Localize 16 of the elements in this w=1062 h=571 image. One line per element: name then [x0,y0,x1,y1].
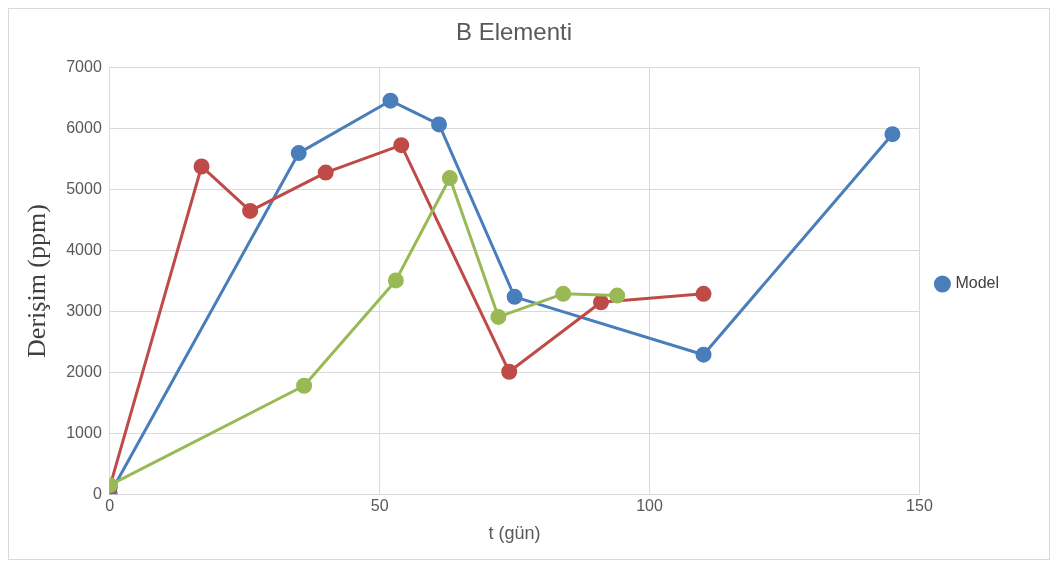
y-tick-label: 6000 [66,119,102,137]
y-tick-label: 7000 [66,58,102,76]
y-tick-label: 5000 [66,180,102,198]
y-tick-label: 3000 [66,301,102,319]
y-tick-label: 0 [92,484,102,502]
y-tick-label: 1000 [66,423,102,441]
x-tick-label: 0 [105,497,115,515]
legend-label: Model [955,274,999,292]
y-axis-title: Derişim (ppm) [22,204,52,358]
y-tick-label: 4000 [66,240,102,258]
x-axis-title: t (gün) [488,523,541,544]
x-tick-label: 100 [636,497,663,515]
chart-title: B Elementi [455,18,573,46]
y-tick-label: 2000 [66,362,102,380]
x-tick-label: 50 [370,497,389,515]
x-tick-label: 150 [906,497,933,515]
